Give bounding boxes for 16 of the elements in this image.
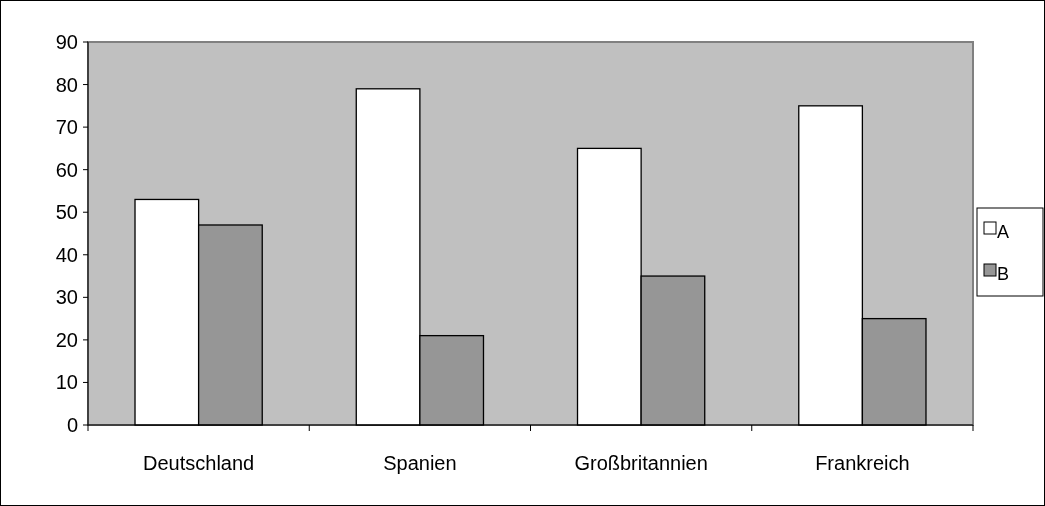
y-tick-label: 60 xyxy=(55,158,78,181)
legend-label: B xyxy=(997,264,1010,284)
y-tick-label: 30 xyxy=(55,286,78,309)
y-tick-label: 50 xyxy=(55,201,78,224)
y-tick-label: 90 xyxy=(55,31,78,53)
y-tick-label: 70 xyxy=(55,116,78,139)
y-tick-label: 10 xyxy=(55,371,78,394)
y-tick-label: 80 xyxy=(55,73,78,96)
x-tick-label: Spanien xyxy=(383,452,457,474)
y-tick-label: 20 xyxy=(55,328,78,351)
x-tick-label: Großbritannien xyxy=(574,452,708,474)
x-tick-label: Frankreich xyxy=(815,452,910,474)
legend-label: A xyxy=(997,222,1010,242)
y-tick-label: 40 xyxy=(55,243,78,266)
y-tick-label: 0 xyxy=(66,414,78,436)
x-tick-label: Deutschland xyxy=(143,452,255,474)
